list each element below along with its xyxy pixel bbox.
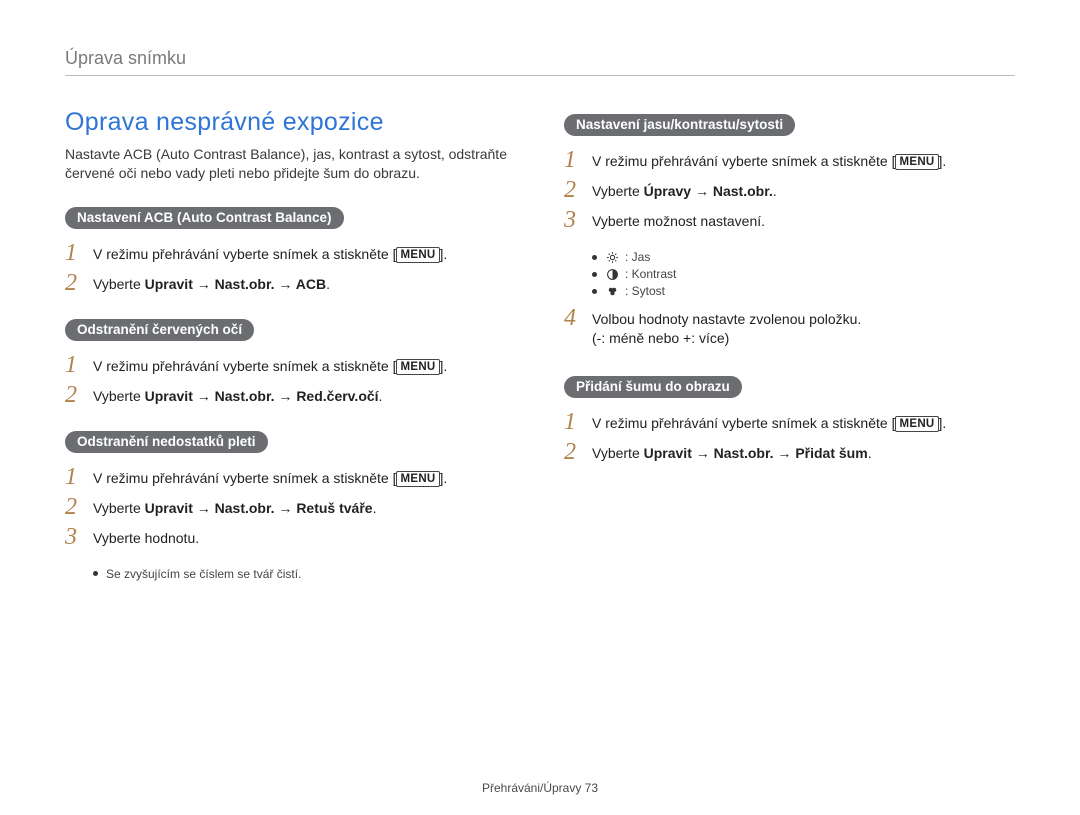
bullet-item: : Sytost: [592, 284, 1015, 298]
step-text: Vyberte Upravit → Nast.obr. → Retuš tvář…: [93, 495, 376, 518]
menu-button-icon: MENU: [396, 359, 439, 375]
step-number: 1: [564, 148, 592, 172]
step-text: Vyberte možnost nastavení.: [592, 208, 765, 231]
section-heading-acb: Nastavení ACB (Auto Contrast Balance): [65, 207, 344, 229]
step-number: 1: [65, 465, 93, 489]
bullets-bcs: : Jas : Kontrast: [592, 250, 1015, 298]
section-acb: Nastavení ACB (Auto Contrast Balance) 1 …: [65, 201, 516, 295]
steps-bcs: 1 V režimu přehrávání vyberte snímek a s…: [564, 148, 1015, 232]
intro-text: Nastavte ACB (Auto Contrast Balance), ja…: [65, 145, 516, 183]
bullet-dot-icon: [93, 571, 98, 576]
section-skin: Odstranění nedostatků pleti 1 V režimu p…: [65, 425, 516, 581]
bullet-dot-icon: [592, 255, 597, 260]
steps-acb: 1 V režimu přehrávání vyberte snímek a s…: [65, 241, 516, 295]
section-noise: Přidání šumu do obrazu 1 V režimu přehrá…: [564, 370, 1015, 464]
contrast-icon: [605, 267, 619, 281]
section-bcs: Nastavení jasu/kontrastu/sytosti 1 V rež…: [564, 108, 1015, 348]
step-text: Vyberte Upravit → Nast.obr. → ACB.: [93, 271, 330, 294]
step-text: V režimu přehrávání vyberte snímek a sti…: [93, 353, 447, 376]
steps-bcs-4: 4 Volbou hodnoty nastavte zvolenou polož…: [564, 306, 1015, 348]
brightness-icon: [605, 250, 619, 264]
section-redeye: Odstranění červených očí 1 V režimu přeh…: [65, 313, 516, 407]
step-number: 3: [65, 525, 93, 549]
page: Úprava snímku Oprava nesprávné expozice …: [0, 0, 1080, 815]
bullet-item: : Kontrast: [592, 267, 1015, 281]
step-text: Vyberte Úpravy → Nast.obr..: [592, 178, 777, 201]
bullet-dot-icon: [592, 272, 597, 277]
menu-button-icon: MENU: [396, 247, 439, 263]
page-header: Úprava snímku: [65, 48, 1015, 76]
step-number: 1: [65, 353, 93, 377]
bullets-skin: Se zvyšujícím se číslem se tvář čistí.: [93, 567, 516, 581]
menu-button-icon: MENU: [895, 416, 938, 432]
right-column: Nastavení jasu/kontrastu/sytosti 1 V rež…: [564, 108, 1015, 589]
step-text: V režimu přehrávání vyberte snímek a sti…: [93, 241, 447, 264]
step-number: 1: [564, 410, 592, 434]
step-text: V režimu přehrávání vyberte snímek a sti…: [93, 465, 447, 488]
bullet-item: : Jas: [592, 250, 1015, 264]
step-text: Vyberte Upravit → Nast.obr. → Red.červ.o…: [93, 383, 382, 406]
steps-noise: 1 V režimu přehrávání vyberte snímek a s…: [564, 410, 1015, 464]
menu-button-icon: MENU: [895, 154, 938, 170]
section-heading-bcs: Nastavení jasu/kontrastu/sytosti: [564, 114, 795, 136]
step-text: Volbou hodnoty nastavte zvolenou položku…: [592, 306, 861, 348]
step-number: 2: [65, 271, 93, 295]
step-text: Vyberte Upravit → Nast.obr. → Přidat šum…: [592, 440, 872, 463]
step-text: Vyberte hodnotu.: [93, 525, 199, 548]
saturation-icon: [605, 284, 619, 298]
step-number: 2: [564, 178, 592, 202]
left-column: Oprava nesprávné expozice Nastavte ACB (…: [65, 108, 516, 589]
step-number: 2: [65, 383, 93, 407]
steps-redeye: 1 V režimu přehrávání vyberte snímek a s…: [65, 353, 516, 407]
content: Oprava nesprávné expozice Nastavte ACB (…: [65, 108, 1015, 589]
step-number: 3: [564, 208, 592, 232]
bullet-dot-icon: [592, 289, 597, 294]
section-heading-skin: Odstranění nedostatků pleti: [65, 431, 268, 453]
menu-button-icon: MENU: [396, 471, 439, 487]
bullet-item: Se zvyšujícím se číslem se tvář čistí.: [93, 567, 516, 581]
step-number: 2: [65, 495, 93, 519]
page-title: Oprava nesprávné expozice: [65, 108, 516, 137]
steps-skin: 1 V režimu přehrávání vyberte snímek a s…: [65, 465, 516, 549]
section-heading-redeye: Odstranění červených očí: [65, 319, 254, 341]
page-footer: Přehráváni/Úpravy 73: [0, 781, 1080, 795]
step-text: V režimu přehrávání vyberte snímek a sti…: [592, 148, 946, 171]
step-number: 1: [65, 241, 93, 265]
step-number: 4: [564, 306, 592, 330]
section-heading-noise: Přidání šumu do obrazu: [564, 376, 742, 398]
breadcrumb: Úprava snímku: [65, 48, 186, 68]
step-number: 2: [564, 440, 592, 464]
step-text: V režimu přehrávání vyberte snímek a sti…: [592, 410, 946, 433]
